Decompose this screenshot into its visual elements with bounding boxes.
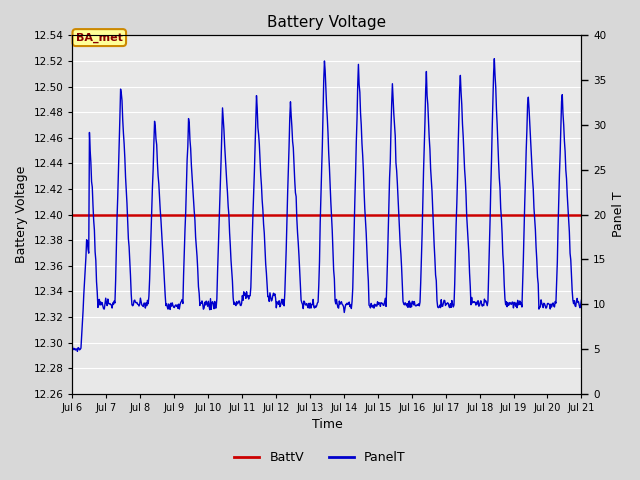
Legend: BattV, PanelT: BattV, PanelT [229,446,411,469]
X-axis label: Time: Time [312,419,342,432]
Y-axis label: Panel T: Panel T [612,192,625,238]
Y-axis label: Battery Voltage: Battery Voltage [15,166,28,263]
Title: Battery Voltage: Battery Voltage [268,15,387,30]
Text: BA_met: BA_met [76,33,123,43]
